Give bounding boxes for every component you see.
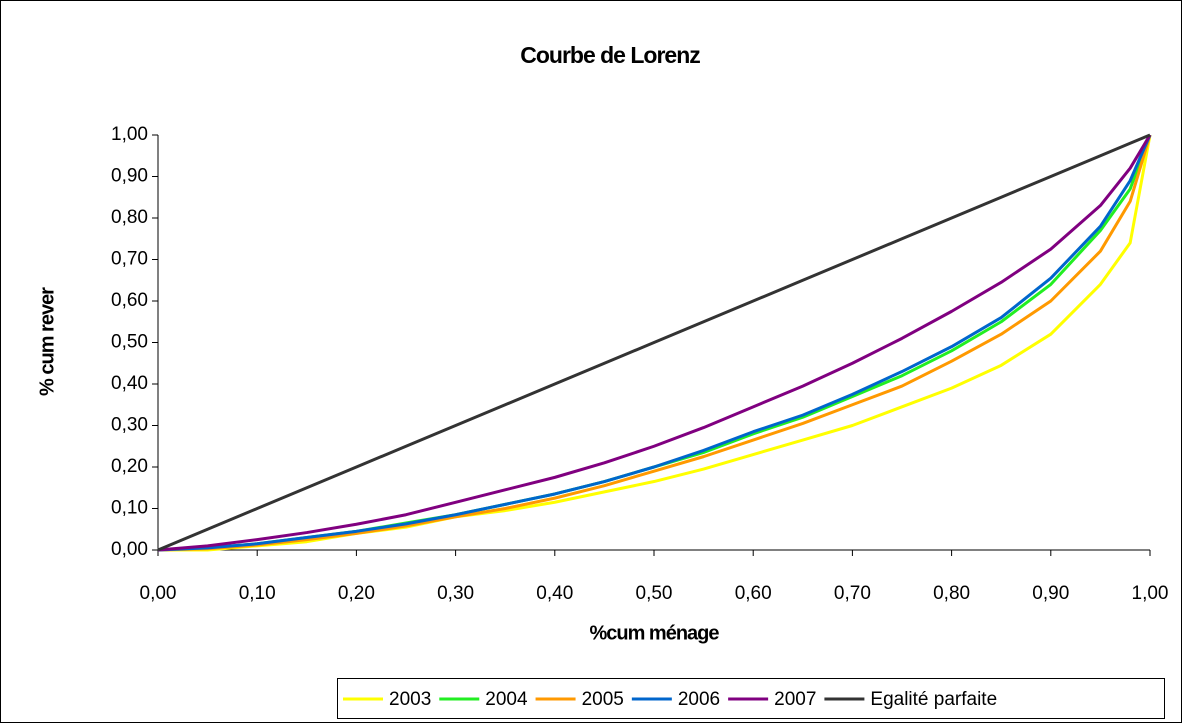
legend-label: 2005 xyxy=(582,689,624,710)
y-tick-label: 0,00 xyxy=(111,539,148,560)
y-tick-label: 0,30 xyxy=(111,415,148,436)
x-tick-label: 0,90 xyxy=(1032,583,1069,604)
legend-label: Egalité parfaite xyxy=(870,689,997,710)
chart-title: Courbe de Lorenz xyxy=(520,42,700,68)
y-tick-label: 0,60 xyxy=(111,290,148,311)
legend-label: 2003 xyxy=(389,689,431,710)
x-tick-label: 0,00 xyxy=(140,583,177,604)
y-tick-label: 0,80 xyxy=(111,207,148,228)
legend-label: 2004 xyxy=(485,689,528,710)
y-tick-label: 0,90 xyxy=(111,166,148,187)
y-tick-label: 0,10 xyxy=(111,498,148,519)
x-tick-label: 0,60 xyxy=(735,583,772,604)
y-tick-label: 1,00 xyxy=(111,124,148,145)
legend-label: 2006 xyxy=(678,689,720,710)
series-line xyxy=(157,133,1151,552)
x-tick-label: 0,50 xyxy=(636,583,673,604)
x-tick-label: 0,40 xyxy=(536,583,573,604)
x-axis-label: %cum ménage xyxy=(589,622,719,644)
x-tick-label: 0,10 xyxy=(239,583,276,604)
x-tick-label: 0,80 xyxy=(933,583,970,604)
y-tick-label: 0,20 xyxy=(111,456,148,477)
y-tick-label: 0,50 xyxy=(111,332,148,353)
series-line xyxy=(157,134,1152,552)
series-line xyxy=(157,134,1152,552)
x-tick-label: 0,30 xyxy=(437,583,474,604)
y-axis-label: % cum rever xyxy=(36,287,58,396)
x-tick-label: 1,00 xyxy=(1132,583,1169,604)
y-tick-label: 0,70 xyxy=(111,249,148,270)
y-tick-label: 0,40 xyxy=(111,373,148,394)
series-line xyxy=(157,134,1152,552)
legend-label: 2007 xyxy=(774,689,816,710)
x-tick-label: 0,20 xyxy=(338,583,375,604)
x-tick-label: 0,70 xyxy=(834,583,871,604)
